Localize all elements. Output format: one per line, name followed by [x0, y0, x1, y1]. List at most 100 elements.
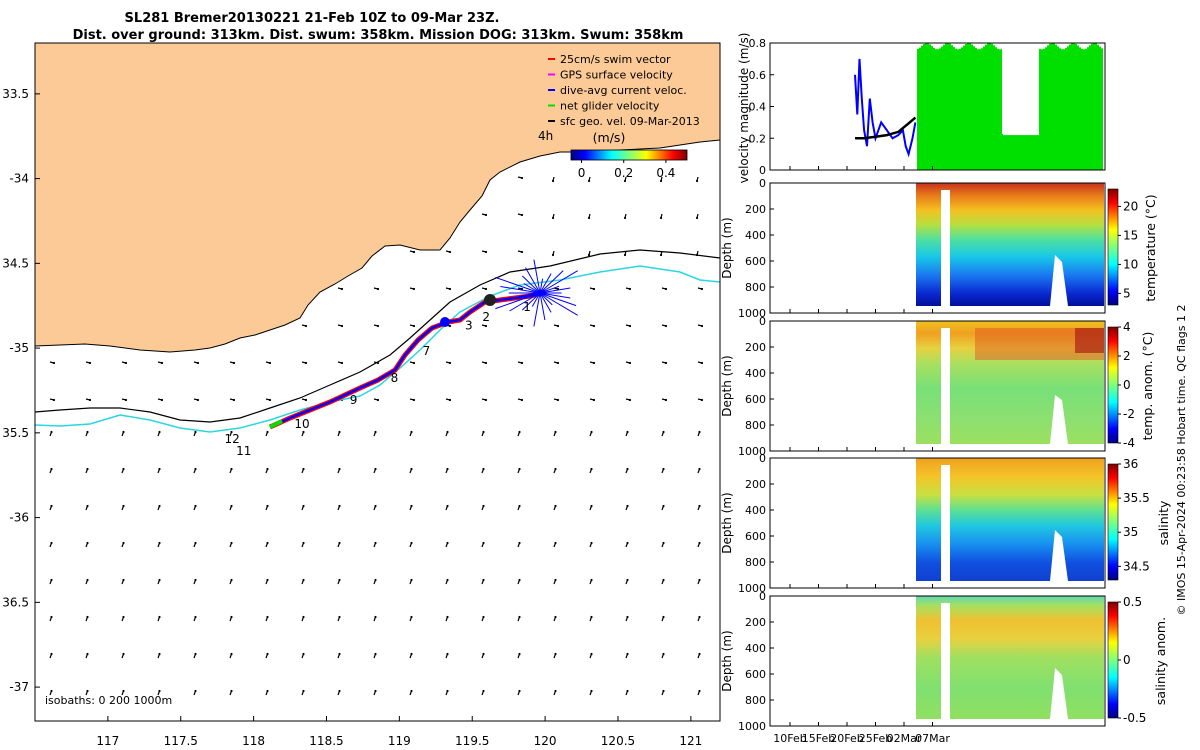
velocity-arrow-head	[484, 287, 488, 291]
velocity-arrow-head	[196, 398, 200, 402]
velocity-arrow-head	[410, 504, 413, 508]
map-y-tick-label: 33.5	[2, 87, 29, 101]
velocity-arrow-head	[122, 430, 125, 434]
velocity-gap	[1002, 44, 1039, 134]
map-colorbar-tick-label: 0.4	[656, 166, 675, 180]
geo-vector-cluster	[484, 294, 496, 306]
current-vector	[539, 273, 552, 294]
velocity-arrow-head	[158, 689, 161, 693]
depth-tick-label: 600	[745, 668, 766, 681]
velocity-arrow-head	[194, 689, 197, 693]
velocity-arrow-head	[698, 578, 701, 582]
depth-tick-label: 0	[759, 315, 766, 328]
velocity-arrow-head	[86, 689, 89, 693]
day-marker-label: 2	[482, 310, 490, 324]
map-x-tick-label: 118	[242, 734, 265, 748]
depth-tick-label: 200	[745, 341, 766, 354]
velocity-arrow-head	[518, 689, 521, 693]
velocity-arrow-head	[376, 398, 380, 402]
velocity-arrow-head	[662, 504, 665, 508]
velocity-arrow-head	[122, 467, 125, 471]
depth-tick-label: 800	[745, 281, 766, 294]
velocity-arrow-head	[626, 541, 629, 545]
velocity-arrow-head	[230, 689, 233, 693]
velocity-arrow-head	[158, 578, 161, 582]
velocity-arrow-head	[124, 398, 128, 402]
velocity-arrow-head	[698, 615, 701, 619]
velocity-arrow-head	[374, 689, 377, 693]
map-colorbar-ticks: 0 0.2 0.4	[578, 160, 675, 180]
velocity-arrow-head	[626, 578, 629, 582]
velocity-arrow-head	[592, 361, 596, 365]
velocity-arrow-head	[626, 689, 629, 693]
velocity-arrow-head	[304, 361, 308, 365]
velocity-arrow-head	[482, 615, 485, 619]
velocity-arrow-head	[86, 652, 89, 656]
velocity-ylabel: velocity magnitude (m/s)	[737, 33, 751, 184]
velocity-arrow-head	[695, 216, 699, 220]
velocity-arrow-head	[484, 213, 488, 217]
velocity-arrow-head	[230, 578, 233, 582]
velocity-arrow-head	[554, 578, 557, 582]
velocity-arrow-head	[662, 689, 665, 693]
velocity-arrow-head	[230, 430, 233, 434]
velocity-arrow-head	[628, 361, 632, 365]
legend-item-label: sfc geo. vel. 09-Mar-2013	[560, 115, 700, 128]
depth-tick-label: 400	[745, 504, 766, 517]
velocity-arrow-head	[590, 689, 593, 693]
velocity-arrow-head	[340, 287, 344, 291]
current-vector	[509, 292, 541, 312]
depth-tick-label: 600	[745, 530, 766, 543]
velocity-arrow-head	[700, 324, 704, 328]
map-x-tick-label: 118.5	[309, 734, 343, 748]
velocity-arrow-head	[482, 430, 485, 434]
day-marker-label: 9	[350, 393, 358, 407]
net-glider-velocity-envelope	[917, 43, 1103, 170]
current-vector	[525, 267, 541, 294]
velocity-arrow-head	[446, 689, 449, 693]
velocity-arrow-head	[482, 504, 485, 508]
map-y-tick-label: 35.5	[2, 426, 29, 440]
current-vector	[521, 275, 541, 294]
velocity-arrow-head	[626, 504, 629, 508]
velocity-arrow-head	[554, 652, 557, 656]
velocity-arrow-head	[664, 324, 668, 328]
surface-velocity-arrows	[49, 176, 704, 696]
depth-tick-label: 200	[745, 203, 766, 216]
velocity-arrow-head	[194, 467, 197, 471]
time-x-tick-label: 20Feb	[830, 732, 863, 745]
temp-anomaly-colorbar-label: temp. anom. (°C)	[1140, 332, 1155, 441]
map-title-line2: Dist. over ground: 313km. Dist. swum: 35…	[73, 28, 684, 43]
velocity-arrow-head	[659, 216, 663, 220]
velocity-arrow-head	[662, 652, 665, 656]
velocity-arrow-head	[623, 253, 627, 257]
velocity-arrow-head	[302, 689, 305, 693]
velocity-arrow-head	[122, 504, 125, 508]
velocity-arrow-head	[554, 467, 557, 471]
temperature-shallow-cut	[1050, 255, 1068, 306]
colorbar-tick-label: -0.5	[1123, 711, 1146, 725]
colorbar-tick-label: 0	[1123, 653, 1131, 667]
salinity-anomaly-colorbar	[1107, 601, 1119, 719]
map-panel: SL281 Bremer20130221 21-Feb 10Z to 09-Ma…	[2, 11, 721, 748]
velocity-arrow-head	[374, 504, 377, 508]
velocity-arrow-head	[266, 578, 269, 582]
velocity-arrow-head	[302, 578, 305, 582]
velocity-arrow-head	[448, 287, 452, 291]
map-x-tick-label: 120	[534, 734, 557, 748]
temperature-gap	[941, 190, 950, 306]
velocity-arrow-head	[484, 250, 488, 254]
velocity-arrow-head	[410, 578, 413, 582]
velocity-arrow-head	[266, 467, 269, 471]
velocity-arrow-head	[410, 689, 413, 693]
velocity-arrow-head	[698, 467, 701, 471]
velocity-arrow-head	[50, 578, 53, 582]
velocity-arrow-head	[194, 430, 197, 434]
depth-tick-label: 200	[745, 478, 766, 491]
isobath-200m	[35, 265, 720, 433]
velocity-y-tick-label: 0.4	[749, 101, 767, 114]
velocity-arrow-head	[518, 430, 521, 434]
current-vector	[539, 292, 553, 306]
velocity-arrow-head	[482, 578, 485, 582]
velocity-arrow-head	[446, 430, 449, 434]
